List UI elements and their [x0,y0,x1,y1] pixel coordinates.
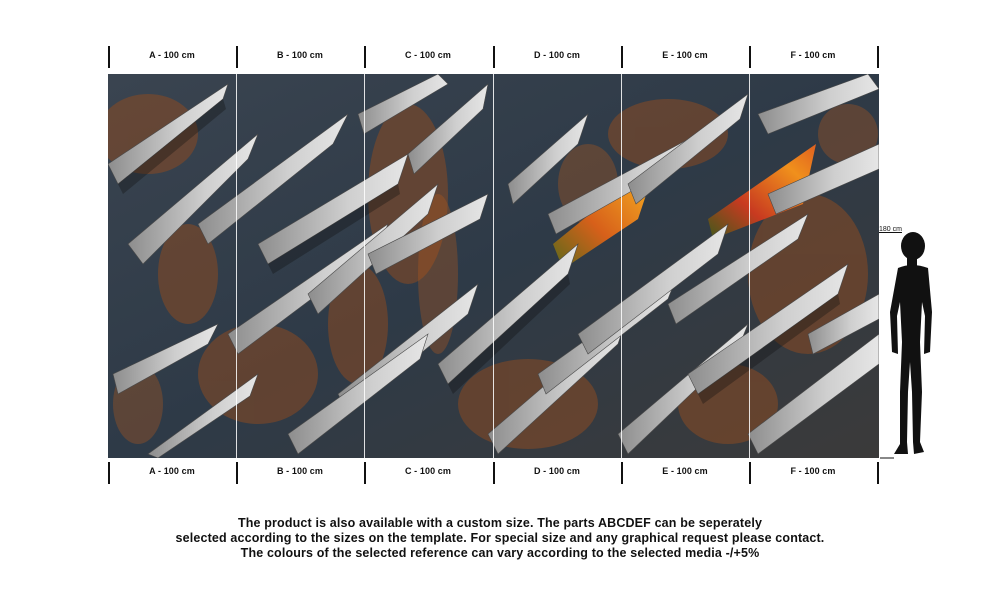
top-size-ruler: A - 100 cm B - 100 cm C - 100 cm D - 100… [108,46,879,68]
panel-e-size-label: E - 100 cm [662,466,708,476]
ruler-tick [621,462,623,484]
panel-divider [621,74,622,458]
panel-divider [364,74,365,458]
ruler-tick [749,46,751,68]
figure-height-label: 180 cm [879,226,902,233]
ruler-tick [364,462,366,484]
ruler-tick [236,462,238,484]
ruler-tick [621,46,623,68]
description-line-3: The colours of the selected reference ca… [240,546,760,560]
panel-divider [236,74,237,458]
description-line-1: The product is also available with a cus… [237,516,763,530]
ruler-tick [236,46,238,68]
panel-b-size-label: B - 100 cm [276,466,324,476]
ruler-tick [493,462,495,484]
panel-c-size-label: C - 100 cm [404,466,452,476]
panel-a-size-label: A - 100 cm [149,466,195,476]
panel-divider [749,74,750,458]
wallpaper-mural-preview [108,74,879,458]
ruler-tick [877,46,879,68]
panel-d-size-label: D - 100 cm [533,50,581,60]
ruler-tick [749,462,751,484]
panel-b-size-label: B - 100 cm [276,50,324,60]
ruler-tick [108,46,110,68]
ruler-tick [364,46,366,68]
ruler-tick [108,462,110,484]
description-line-2: selected according to the sizes on the t… [175,531,825,545]
ruler-tick [877,462,879,484]
panel-d-size-label: D - 100 cm [533,466,581,476]
ruler-tick [493,46,495,68]
human-silhouette-icon [880,232,932,459]
panel-a-size-label: A - 100 cm [149,50,195,60]
panel-f-size-label: F - 100 cm [790,466,836,476]
product-description: The product is also available with a cus… [0,516,1000,561]
panel-c-size-label: C - 100 cm [404,50,452,60]
panel-divider [493,74,494,458]
bottom-size-ruler: A - 100 cm B - 100 cm C - 100 cm D - 100… [108,462,879,484]
panel-f-size-label: F - 100 cm [790,50,836,60]
panel-e-size-label: E - 100 cm [662,50,708,60]
